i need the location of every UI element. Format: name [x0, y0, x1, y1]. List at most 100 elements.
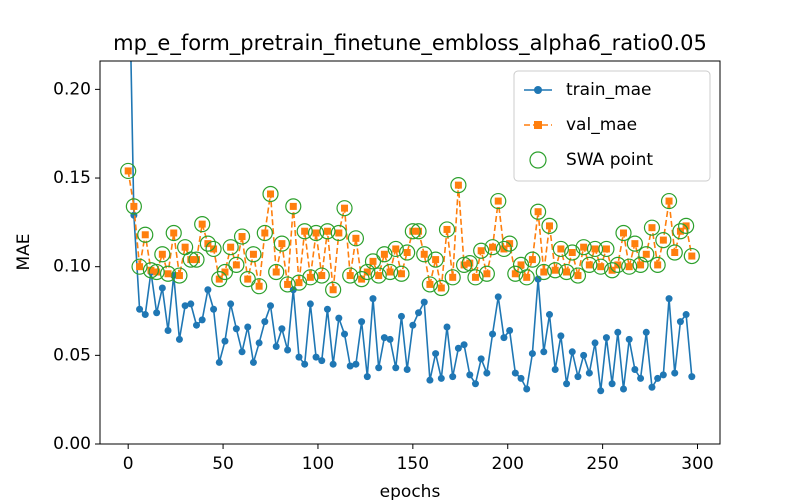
data-point — [386, 335, 394, 343]
data-point — [289, 202, 297, 210]
data-point — [181, 243, 189, 251]
data-point — [347, 230, 365, 247]
y-tick-label: 0.15 — [53, 168, 91, 188]
data-point — [654, 261, 662, 269]
y-tick-label: 0.20 — [53, 79, 91, 99]
data-point — [284, 346, 292, 354]
data-point — [369, 295, 377, 303]
data-point — [483, 369, 491, 377]
data-point — [608, 380, 616, 388]
data-point — [256, 224, 273, 242]
data-point — [359, 263, 376, 281]
data-point — [306, 273, 314, 281]
data-point — [511, 270, 519, 278]
data-point — [386, 268, 394, 276]
data-point — [194, 216, 211, 233]
data-point — [403, 249, 411, 256]
data-point — [625, 335, 633, 343]
y-tick-label: 0.10 — [53, 257, 91, 277]
data-point — [466, 371, 474, 379]
legend-label: val_mae — [566, 115, 637, 135]
data-point — [534, 208, 542, 216]
data-point — [296, 223, 313, 240]
series-line — [127, 170, 693, 290]
data-point — [319, 223, 336, 240]
data-point — [232, 325, 240, 333]
data-point — [471, 380, 479, 388]
data-point — [312, 353, 320, 361]
data-point — [329, 360, 337, 368]
data-point — [302, 269, 319, 286]
data-point — [643, 219, 661, 236]
data-point — [397, 270, 405, 278]
data-point — [238, 348, 246, 356]
data-point — [290, 274, 308, 291]
data-point — [665, 295, 673, 303]
data-point — [335, 229, 343, 237]
data-point — [597, 263, 605, 271]
data-point — [404, 223, 421, 240]
data-point — [381, 263, 399, 281]
data-point — [153, 268, 161, 276]
data-point — [484, 239, 501, 256]
data-point — [477, 247, 485, 255]
data-point — [528, 256, 536, 264]
data-point — [604, 262, 621, 279]
data-point — [313, 267, 330, 284]
data-point — [307, 224, 325, 242]
series-line — [130, 61, 693, 392]
y-axis-label: MAE — [14, 233, 34, 270]
data-point — [165, 224, 182, 242]
data-point — [666, 244, 683, 261]
data-point — [262, 185, 279, 203]
legend-marker — [534, 86, 542, 94]
data-point — [437, 284, 445, 292]
legend-marker — [529, 151, 547, 169]
data-point — [563, 268, 571, 276]
data-point — [437, 374, 445, 382]
data-point — [529, 203, 547, 220]
data-point — [154, 246, 171, 263]
data-point — [449, 373, 457, 381]
legend-label: SWA point — [566, 150, 653, 170]
data-point — [204, 286, 212, 294]
data-point — [626, 235, 643, 252]
data-point — [392, 245, 400, 253]
data-point — [659, 371, 667, 379]
data-point — [642, 328, 650, 336]
data-point — [433, 279, 450, 297]
data-point — [568, 249, 576, 256]
data-point — [249, 250, 257, 258]
data-point — [272, 342, 280, 350]
data-point — [592, 258, 609, 275]
data-point — [426, 376, 434, 384]
data-point — [193, 321, 201, 329]
data-point — [363, 373, 371, 381]
data-point — [136, 263, 144, 271]
data-point — [181, 302, 189, 310]
data-point — [432, 256, 440, 264]
data-point — [585, 261, 593, 269]
data-point — [171, 267, 188, 284]
data-point — [454, 181, 462, 189]
data-point — [125, 198, 142, 215]
data-point — [552, 240, 569, 258]
data-point — [541, 217, 558, 235]
data-point — [147, 266, 155, 274]
data-point — [159, 265, 177, 282]
data-point — [158, 250, 166, 258]
plot-area — [120, 61, 700, 395]
data-point — [683, 247, 700, 265]
data-point — [597, 387, 605, 395]
data-point — [312, 229, 320, 237]
data-point — [602, 334, 610, 342]
data-point — [227, 300, 235, 308]
data-point — [318, 272, 326, 280]
data-point — [329, 286, 337, 294]
data-point — [273, 235, 291, 252]
data-point — [558, 263, 575, 281]
data-point — [175, 335, 183, 343]
data-point — [198, 220, 206, 228]
data-point — [272, 268, 280, 276]
data-point — [187, 300, 195, 308]
